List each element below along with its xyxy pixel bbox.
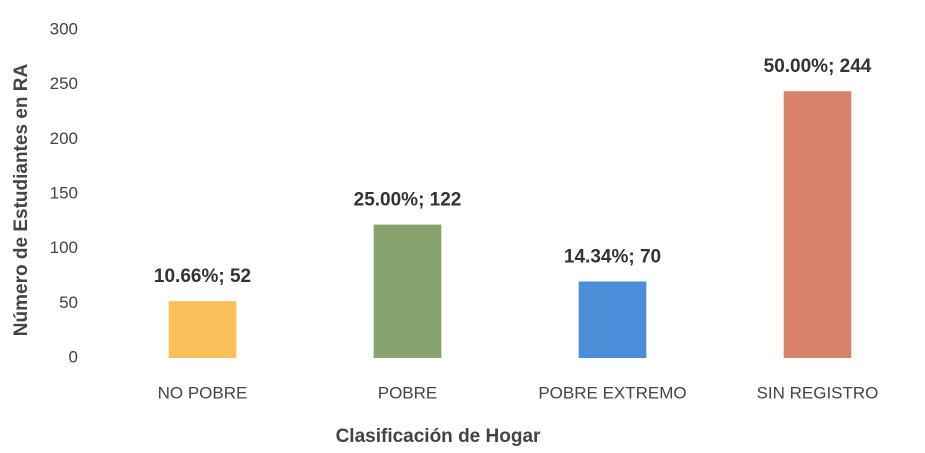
data-label: 25.00%; 122 bbox=[354, 190, 462, 211]
y-tick-label: 250 bbox=[50, 74, 78, 93]
y-axis-title: Número de Estudiantes en RA bbox=[11, 64, 32, 337]
bar bbox=[373, 224, 442, 358]
y-tick-label: 200 bbox=[50, 129, 78, 148]
data-label: 14.34%; 70 bbox=[564, 246, 661, 267]
y-tick-label: 150 bbox=[50, 183, 78, 202]
x-tick-label: POBRE EXTREMO bbox=[538, 383, 686, 402]
x-tick-label: POBRE bbox=[378, 383, 438, 402]
y-tick-label: 300 bbox=[50, 19, 78, 38]
x-axis-title: Clasificación de Hogar bbox=[336, 426, 541, 447]
bar bbox=[168, 301, 237, 358]
data-label: 10.66%; 52 bbox=[154, 266, 251, 287]
data-label: 50.00%; 244 bbox=[764, 56, 872, 77]
x-tick-label: NO POBRE bbox=[158, 383, 248, 402]
bar bbox=[783, 91, 852, 358]
y-tick-label: 50 bbox=[59, 293, 78, 312]
y-tick-label: 100 bbox=[50, 238, 78, 257]
y-tick-label: 0 bbox=[69, 347, 78, 366]
bar bbox=[578, 281, 647, 358]
x-tick-label: SIN REGISTRO bbox=[757, 383, 879, 402]
